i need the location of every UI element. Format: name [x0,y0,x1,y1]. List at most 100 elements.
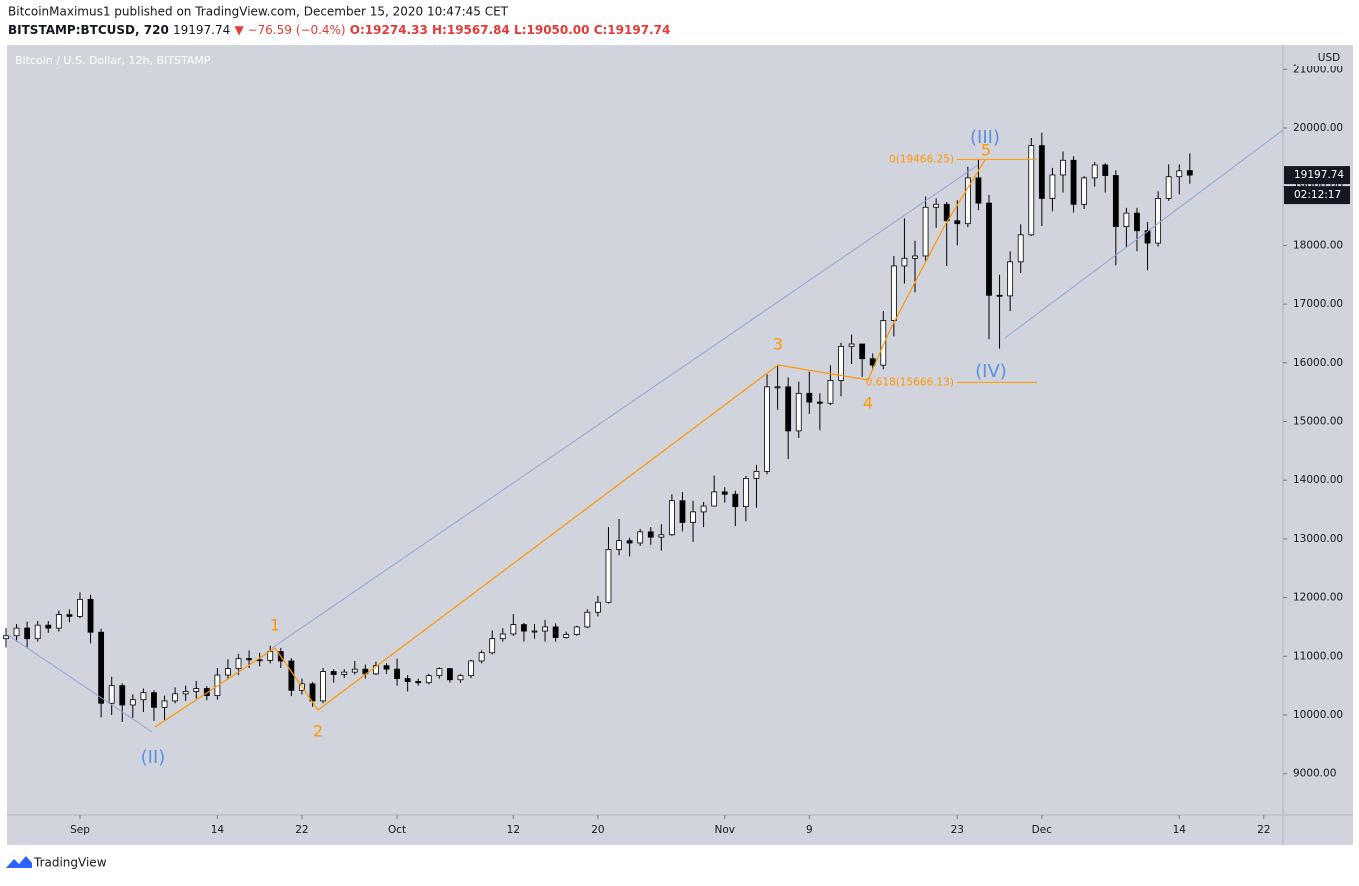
candle-body [193,688,200,692]
candle-body [108,685,115,704]
trend-line [7,634,153,733]
candle-body [1112,175,1119,228]
candle-body [1028,145,1035,236]
chart-title: Bitcoin / U.S. Dollar, 12h, BITSTAMP [15,54,211,67]
candle-body [330,671,337,675]
candle-body [172,693,179,702]
candle-body [320,671,326,702]
candle-body [499,633,506,640]
candle-body [584,611,591,628]
countdown-tag [1284,186,1350,205]
candle-body [521,624,527,632]
publisher-line: BitcoinMaximus1 published on TradingView… [8,5,509,19]
candle-body [552,626,559,638]
candle-body [1081,177,1088,205]
y-tick-label: 12000.00 [1293,592,1343,604]
countdown-label: 02:12:17 [1294,189,1341,201]
candle-body [869,358,876,366]
candle-body [943,203,950,222]
candle-body [1186,170,1193,176]
candle-body [151,692,157,708]
x-tick-label: 14 [211,824,225,836]
fib-levels: 0(19466.25) 0.618(15666.13) [866,153,1037,388]
candle-body [394,668,400,679]
candle-body [489,638,496,654]
y-tick-label: 14000.00 [1293,474,1343,486]
candle-body [436,668,443,677]
candle-body [742,478,749,508]
y-tick-label: 15000.00 [1293,415,1343,427]
wave-line [154,159,986,728]
y-tick-label: 18000.00 [1293,239,1343,251]
candle-body [785,386,792,432]
candle-body [795,392,802,432]
candle-body [425,675,432,684]
wave-label: (III) [970,127,1000,148]
candle-body [510,624,517,635]
l: L:19050.00 [514,23,589,37]
candle-body [668,500,675,536]
candle-body [563,634,570,638]
candle-body [880,320,887,366]
candle-body [964,177,971,225]
x-tick-label: Nov [714,824,735,836]
candle-body [700,505,707,513]
x-tick-label: 12 [507,824,520,836]
candle-body [605,549,612,603]
y-tick-label: 17000.00 [1293,298,1343,310]
candle-body [373,665,379,675]
candle-body [1091,164,1098,179]
candle-body [119,685,126,706]
candle-body [351,668,358,673]
change: ▼ −76.59 (−0.4%) [234,23,345,37]
wave-label: 5 [981,141,991,160]
candle-body [24,627,31,640]
candle-body [912,255,918,259]
candle-body [1070,159,1077,205]
footer: TradingView [6,856,107,870]
trend-line [271,164,979,649]
candle-body [98,631,105,704]
candle-body [246,658,252,661]
candle-body [1038,145,1045,199]
candle-body [806,392,813,403]
candle-body [859,343,866,360]
candle-body [55,614,62,629]
x-tick-label: 9 [806,824,813,836]
candle-body [87,598,94,633]
candle-body [1102,164,1109,176]
wave-label: 4 [863,394,873,413]
candle-body [404,678,411,682]
x-tick-label: Sep [70,824,90,836]
fib-label: 0(19466.25) [889,153,954,165]
x-tick-label: 14 [1173,824,1187,836]
candle-body [996,294,1003,297]
candle-body [77,598,83,617]
wave-label: (II) [141,747,166,768]
candle-body [890,265,897,321]
wave-label: 3 [773,335,783,354]
drawings [7,129,1284,733]
candle-body [309,683,316,702]
candle-body [531,630,538,633]
candle-body [478,652,485,662]
candle-body [1123,212,1130,228]
candle-body [447,668,453,681]
candle-body [288,660,295,691]
y-tick-label: 21000.00 [1293,63,1343,75]
marks [3,132,1193,723]
wave-label: 2 [313,722,323,741]
candle-body [161,700,168,708]
candle-body [1017,234,1024,263]
candle-body [203,688,210,697]
candle-body [975,177,982,204]
x-tick-label: 20 [591,824,604,836]
candle-body [1060,159,1066,176]
brand: TradingView [33,856,107,870]
candle-body [637,531,644,544]
candle-body [986,202,992,296]
candle-body [341,671,348,675]
chart-background [7,45,1353,845]
